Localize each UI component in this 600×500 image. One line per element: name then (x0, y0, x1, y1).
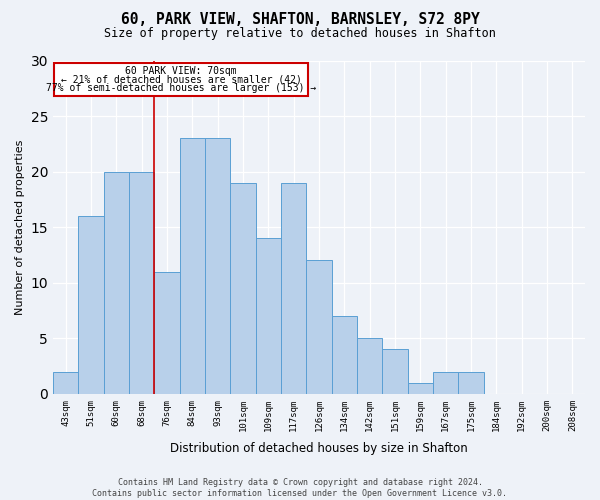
Bar (307, 260, 332, 394)
Y-axis label: Number of detached properties: Number of detached properties (15, 140, 25, 315)
Text: Contains HM Land Registry data © Crown copyright and database right 2024.
Contai: Contains HM Land Registry data © Crown c… (92, 478, 508, 498)
X-axis label: Distribution of detached houses by size in Shafton: Distribution of detached houses by size … (170, 442, 468, 455)
Bar (281, 182, 307, 394)
Bar (433, 372, 458, 394)
Bar (332, 316, 357, 394)
Bar (53, 372, 79, 394)
Bar (154, 272, 179, 394)
Bar (205, 138, 230, 394)
Text: 60, PARK VIEW, SHAFTON, BARNSLEY, S72 8PY: 60, PARK VIEW, SHAFTON, BARNSLEY, S72 8P… (121, 12, 479, 28)
Text: 60 PARK VIEW: 70sqm: 60 PARK VIEW: 70sqm (125, 66, 237, 76)
Bar (357, 338, 382, 394)
Bar (458, 372, 484, 394)
Bar (256, 238, 281, 394)
Text: Size of property relative to detached houses in Shafton: Size of property relative to detached ho… (104, 28, 496, 40)
Bar (230, 182, 256, 394)
Bar (382, 350, 407, 394)
Text: ← 21% of detached houses are smaller (42): ← 21% of detached houses are smaller (42… (61, 74, 301, 85)
Text: 77% of semi-detached houses are larger (153) →: 77% of semi-detached houses are larger (… (46, 84, 316, 94)
Bar (179, 138, 205, 394)
Bar (129, 172, 154, 394)
Bar (55, 62, 308, 96)
Bar (407, 382, 433, 394)
Bar (79, 216, 104, 394)
Bar (104, 172, 129, 394)
